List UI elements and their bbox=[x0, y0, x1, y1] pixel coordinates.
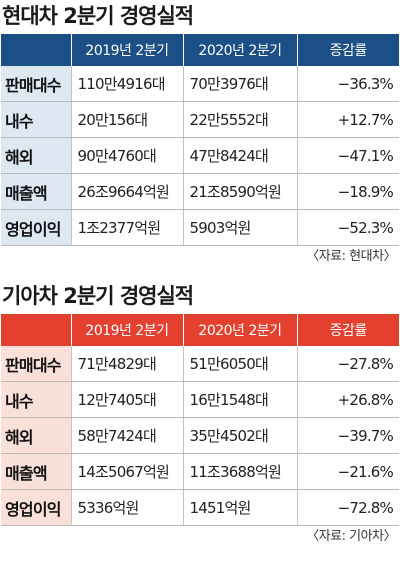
value-2019: 12만7405대 bbox=[71, 381, 184, 418]
value-change: −21.6% bbox=[297, 453, 399, 490]
value-change: −36.3% bbox=[297, 66, 399, 102]
table-row: 매출액 26조9664억원 21조8590억원 −18.9% bbox=[1, 173, 399, 210]
header-change: 증감률 bbox=[297, 314, 399, 346]
header-2020: 2020년 2분기 bbox=[183, 314, 298, 346]
header-2019: 2019년 2분기 bbox=[71, 34, 184, 66]
table-row: 판매대수 71만4829대 51만6050대 −27.8% bbox=[1, 346, 399, 382]
row-label: 해외 bbox=[1, 137, 72, 174]
value-2019: 14조5067억원 bbox=[71, 453, 184, 490]
value-change: +26.8% bbox=[297, 381, 399, 418]
row-label: 매출액 bbox=[1, 173, 72, 210]
row-label: 내수 bbox=[1, 381, 72, 418]
header-2019: 2019년 2분기 bbox=[71, 314, 184, 346]
hyundai-source: 〈자료: 현대차〉 bbox=[306, 249, 396, 264]
table-row: 매출액 14조5067억원 11조3688억원 −21.6% bbox=[1, 453, 399, 490]
header-blank bbox=[1, 34, 72, 66]
table-row: 영업이익 1조2377억원 5903억원 −52.3% bbox=[1, 209, 399, 246]
table-row: 해외 90만4760대 47만8424대 −47.1% bbox=[1, 137, 399, 174]
row-label: 판매대수 bbox=[1, 66, 72, 102]
kia-section: 기아차 2분기 경영실적 2019년 2분기 2020년 2분기 증감률 판매대… bbox=[0, 280, 400, 548]
value-2020: 11조3688억원 bbox=[183, 453, 298, 490]
value-2020: 47만8424대 bbox=[183, 137, 298, 174]
table-row: 해외 58만7424대 35만4502대 −39.7% bbox=[1, 417, 399, 454]
value-2019: 110만4916대 bbox=[71, 66, 184, 102]
value-2020: 16만1548대 bbox=[183, 381, 298, 418]
value-change: −27.8% bbox=[297, 346, 399, 382]
kia-title: 기아차 2분기 경영실적 bbox=[2, 284, 194, 308]
table-header-row: 2019년 2분기 2020년 2분기 증감률 bbox=[1, 34, 399, 66]
value-change: +12.7% bbox=[297, 101, 399, 138]
value-2020: 5903억원 bbox=[183, 209, 298, 246]
value-change: −47.1% bbox=[297, 137, 399, 174]
value-2020: 21조8590억원 bbox=[183, 173, 298, 210]
row-label: 매출액 bbox=[1, 453, 72, 490]
value-2019: 26조9664억원 bbox=[71, 173, 184, 210]
value-2019: 5336억원 bbox=[71, 489, 184, 526]
row-label: 영업이익 bbox=[1, 209, 72, 246]
value-2019: 1조2377억원 bbox=[71, 209, 184, 246]
value-2020: 1451억원 bbox=[183, 489, 298, 526]
header-change: 증감률 bbox=[297, 34, 399, 66]
value-change: −18.9% bbox=[297, 173, 399, 210]
table-row: 내수 20만156대 22만5552대 +12.7% bbox=[1, 101, 399, 138]
hyundai-table: 2019년 2분기 2020년 2분기 증감률 판매대수 110만4916대 7… bbox=[1, 34, 399, 246]
value-change: −52.3% bbox=[297, 209, 399, 246]
value-2019: 20만156대 bbox=[71, 101, 184, 138]
value-2020: 51만6050대 bbox=[183, 346, 298, 382]
kia-table: 2019년 2분기 2020년 2분기 증감률 판매대수 71만4829대 51… bbox=[1, 314, 399, 526]
table-header-row: 2019년 2분기 2020년 2분기 증감률 bbox=[1, 314, 399, 346]
header-blank bbox=[1, 314, 72, 346]
table-row: 내수 12만7405대 16만1548대 +26.8% bbox=[1, 381, 399, 418]
header-2020: 2020년 2분기 bbox=[183, 34, 298, 66]
hyundai-title: 현대차 2분기 경영실적 bbox=[2, 4, 194, 28]
value-change: −39.7% bbox=[297, 417, 399, 454]
value-2019: 71만4829대 bbox=[71, 346, 184, 382]
value-2019: 90만4760대 bbox=[71, 137, 184, 174]
table-row: 영업이익 5336억원 1451억원 −72.8% bbox=[1, 489, 399, 526]
kia-source: 〈자료: 기아차〉 bbox=[306, 529, 396, 544]
row-label: 내수 bbox=[1, 101, 72, 138]
table-row: 판매대수 110만4916대 70만3976대 −36.3% bbox=[1, 66, 399, 102]
value-2020: 22만5552대 bbox=[183, 101, 298, 138]
value-2020: 35만4502대 bbox=[183, 417, 298, 454]
row-label: 판매대수 bbox=[1, 346, 72, 382]
row-label: 해외 bbox=[1, 417, 72, 454]
value-change: −72.8% bbox=[297, 489, 399, 526]
hyundai-section: 현대차 2분기 경영실적 2019년 2분기 2020년 2분기 증감률 판매대… bbox=[0, 0, 400, 268]
value-2019: 58만7424대 bbox=[71, 417, 184, 454]
row-label: 영업이익 bbox=[1, 489, 72, 526]
value-2020: 70만3976대 bbox=[183, 66, 298, 102]
